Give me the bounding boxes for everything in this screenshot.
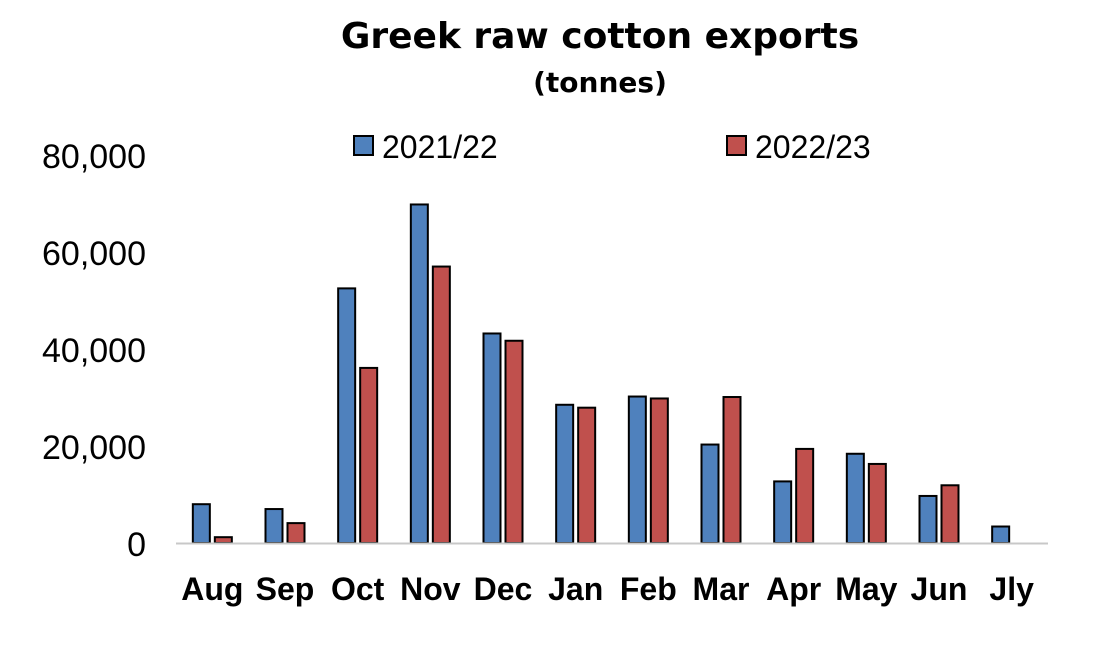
bar-2022-23-aug (213, 536, 233, 544)
bar-2022-23-oct (359, 366, 379, 545)
x-tick-label-jly: Jly (989, 571, 1034, 607)
x-tick-label-mar: Mar (693, 571, 750, 607)
bar-2022-23-dec (504, 339, 524, 544)
bar-2022-23-nov (431, 265, 451, 544)
y-tick-label: 80,000 (42, 138, 146, 176)
x-tick-label-nov: Nov (400, 571, 461, 607)
y-axis-ticks: 0 20,000 40,000 60,000 80,000 (42, 138, 146, 564)
bar-2021-22-nov (409, 203, 429, 544)
x-tick-label-jun: Jun (911, 571, 968, 607)
x-tick-label-apr: Apr (766, 571, 821, 607)
x-tick-label-feb: Feb (620, 571, 677, 607)
chart-subtitle: (tonnes) (533, 66, 667, 99)
x-tick-label-dec: Dec (474, 571, 533, 607)
legend-label-2021-22: 2021/22 (382, 129, 498, 165)
x-tick-label-may: May (835, 571, 897, 607)
legend: 2021/22 2022/23 (353, 129, 871, 165)
x-tick-label-oct: Oct (331, 571, 385, 607)
bar-2021-22-apr (773, 480, 793, 544)
bar-2021-22-jun (918, 494, 938, 544)
bar-2021-22-sep (264, 508, 284, 544)
bar-2022-23-mar (722, 396, 742, 545)
bar-2022-23-sep (286, 522, 306, 544)
chart-title: Greek raw cotton exports (341, 16, 859, 57)
bar-2021-22-mar (700, 443, 720, 545)
y-tick-label: 20,000 (42, 429, 146, 467)
y-tick-label: 60,000 (42, 235, 146, 273)
x-axis-ticks: Aug Sep Oct Nov Dec Jan Feb Mar Apr May Jun Jly (181, 571, 1034, 607)
bars (191, 203, 1011, 545)
x-tick-label-jan: Jan (548, 571, 603, 607)
bar-2021-22-feb (627, 395, 647, 544)
bar-2021-22-jan (555, 403, 575, 544)
bar-2022-23-jun (940, 484, 960, 545)
bar-2021-22-dec (482, 332, 502, 545)
bar-2022-23-may (867, 462, 887, 545)
y-tick-label: 0 (127, 526, 146, 564)
legend-swatch-2022-23 (726, 135, 747, 156)
legend-swatch-2021-22 (353, 135, 374, 156)
bar-2021-22-may (845, 452, 865, 545)
legend-label-2022-23: 2022/23 (755, 129, 871, 165)
x-tick-label-aug: Aug (181, 571, 243, 607)
bar-2021-22-oct (337, 287, 357, 544)
bar-2022-23-feb (649, 397, 669, 544)
bar-2022-23-jan (577, 406, 597, 544)
bar-2021-22-jly (991, 525, 1011, 545)
x-tick-label-sep: Sep (256, 571, 315, 607)
bar-2022-23-apr (795, 447, 815, 544)
bar-2021-22-aug (191, 503, 211, 545)
y-tick-label: 40,000 (42, 332, 146, 370)
